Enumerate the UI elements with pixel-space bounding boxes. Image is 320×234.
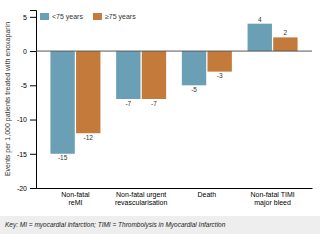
data-label: -3 (217, 72, 223, 79)
y-axis-title: Events per 1,000 patients treated with e… (4, 22, 12, 176)
x-tick-label-line: Non-fatal urgent (116, 191, 166, 199)
data-label: 4 (258, 16, 262, 23)
chart: -20 -15 -10 -5 0 5 Non-fatalreMI Non-fatal urge… (0, 0, 320, 234)
y-tick: 5 (23, 14, 36, 21)
zero-line (36, 51, 312, 52)
x-tick: Death (198, 188, 217, 198)
y-tick-mark (30, 120, 36, 121)
legend: <75 years ≥75 years (40, 13, 136, 21)
legend-swatch (40, 13, 49, 20)
y-tick-mark (30, 17, 36, 18)
y-tick-label: -5 (21, 82, 27, 89)
x-axis-line (37, 188, 313, 189)
y-tick: -10 (17, 116, 36, 123)
y-tick-label: -15 (17, 151, 27, 158)
y-tick: -15 (17, 151, 36, 158)
x-tick-label-line: reMI (68, 199, 82, 206)
data-label: 2 (284, 29, 288, 36)
y-tick-label: 0 (23, 48, 27, 55)
x-axis: Non-fatalreMI Non-fatal urgentrevasculari… (37, 188, 313, 207)
x-tick-label: Non-fatal urgentrevascularisation (115, 191, 168, 206)
y-axis: -20 -15 -10 -5 0 5 (17, 11, 37, 192)
x-tick-label: Death (198, 191, 217, 198)
y-tick: -20 (17, 185, 36, 192)
data-label: -7 (125, 100, 131, 107)
data-label: -7 (151, 100, 157, 107)
plot: -20 -15 -10 -5 0 5 Non-fatalreMI Non-fatal urge… (17, 11, 313, 208)
y-tick-mark (30, 188, 36, 189)
y-tick-label: -10 (17, 116, 27, 123)
legend-swatch (93, 13, 102, 20)
legend-item: ≥75 years (93, 13, 136, 21)
x-tick-label-line: Death (198, 191, 217, 198)
series (76, 37, 298, 133)
series (50, 24, 272, 154)
data-label: -12 (84, 134, 94, 141)
bar (248, 24, 272, 51)
y-tick: -5 (21, 82, 36, 89)
y-tick-label: 5 (23, 14, 27, 21)
bar (142, 51, 166, 99)
legend-label: <75 years (52, 13, 83, 21)
x-tick-label-line: major bleed (254, 199, 291, 207)
bar (116, 51, 140, 99)
x-tick-label-line: Non-fatal (61, 191, 90, 198)
y-axis-line (30, 11, 37, 189)
bar (76, 51, 100, 133)
key-strip: Key: MI = myocardial infarction; TIMI = … (0, 216, 320, 234)
bar (50, 51, 74, 154)
data-labels: -15 -7 -5 4 -12 -7 -3 2 (58, 16, 288, 162)
y-tick-mark (30, 154, 36, 155)
x-tick: Non-fatal TIMImajor bleed (250, 188, 294, 207)
x-tick: Non-fatalreMI (61, 188, 90, 206)
x-tick-label-line: revascularisation (115, 199, 168, 206)
x-tick-label-line: Non-fatal TIMI (250, 191, 294, 198)
data-label: -5 (191, 86, 197, 93)
data-label: -15 (58, 154, 68, 161)
x-tick-label: Non-fatalreMI (61, 191, 90, 206)
bars (50, 24, 297, 154)
y-tick-label: -20 (17, 185, 27, 192)
annotation: Key: MI = myocardial infarction; TIMI = … (5, 221, 226, 229)
key-background (0, 216, 320, 234)
x-tick: Non-fatal urgentrevascularisation (115, 188, 168, 206)
y-tick: 0 (23, 48, 36, 55)
legend-item: <75 years (40, 13, 83, 21)
y-tick-mark (30, 85, 36, 86)
bar (182, 51, 206, 85)
legend-label: ≥75 years (105, 13, 136, 21)
y-tick-mark (30, 51, 36, 52)
bar (207, 51, 231, 72)
x-tick-label: Non-fatal TIMImajor bleed (250, 191, 294, 207)
bar (273, 37, 297, 51)
